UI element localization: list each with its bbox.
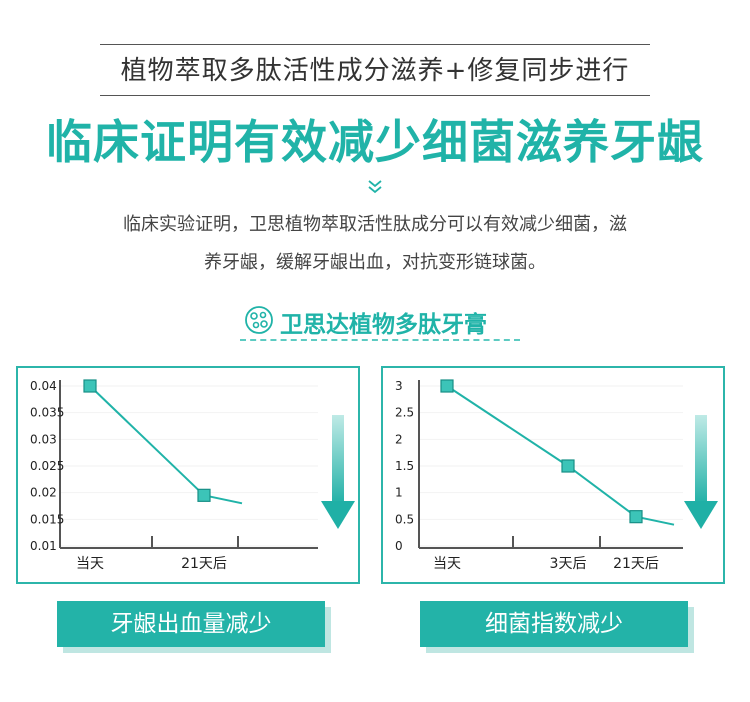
x-tick-label: 21天后 xyxy=(181,556,227,572)
y-tick-label: 2 xyxy=(395,432,403,446)
y-tick-label: 0.01 xyxy=(30,539,57,553)
molecule-icon xyxy=(245,306,273,334)
y-tick-label: 3 xyxy=(395,379,403,393)
down-arrow-icon xyxy=(684,415,718,529)
chart-bacteria: 3 2.5 2 1.5 1 0.5 0 当天 3天后 21天后 xyxy=(381,366,725,584)
data-point xyxy=(83,379,97,393)
x-tick-label: 21天后 xyxy=(613,556,659,572)
y-tick-label: 0.02 xyxy=(30,486,57,500)
series-line xyxy=(446,385,637,518)
data-point xyxy=(561,459,575,473)
description: 临床实验证明，卫思植物萃取活性肽成分可以有效减少细菌，滋 养牙龈，缓解牙龈出血，… xyxy=(50,206,700,282)
chevron-down-icon xyxy=(368,180,382,194)
y-tick-label: 0.015 xyxy=(30,512,64,526)
description-line-2: 养牙龈，缓解牙龈出血，对抗变形链球菌。 xyxy=(204,252,546,273)
y-tick-label: 2.5 xyxy=(395,406,414,420)
subtitle: 植物萃取多肽活性成分滋养+修复同步进行 xyxy=(120,56,630,86)
y-tick-label: 0.025 xyxy=(30,459,64,473)
x-tick-label: 3天后 xyxy=(550,556,587,572)
data-point xyxy=(440,379,454,393)
caption-bleeding: 牙龈出血量减少 xyxy=(57,601,325,647)
x-tick-label: 当天 xyxy=(433,556,461,572)
y-tick-label: 0.5 xyxy=(395,512,414,526)
x-tick-label: 当天 xyxy=(76,556,104,572)
headline: 临床证明有效减少细菌滋养牙龈 xyxy=(46,115,704,169)
data-point xyxy=(629,510,643,524)
chart-bleeding: 0.04 0.035 0.03 0.025 0.02 0.015 0.01 当天 21天后 xyxy=(16,366,360,584)
series-line xyxy=(89,385,205,497)
down-arrow-icon xyxy=(321,415,355,529)
y-tick-label: 1 xyxy=(395,486,403,500)
chart-bacteria-plot: 3 2.5 2 1.5 1 0.5 0 当天 3天后 21天后 xyxy=(395,379,683,572)
bottom-rule xyxy=(100,95,650,96)
chart-bleeding-plot: 0.04 0.035 0.03 0.025 0.02 0.015 0.01 当天 21天后 xyxy=(30,379,318,572)
y-tick-label: 0.035 xyxy=(30,406,64,420)
y-tick-label: 0 xyxy=(395,539,403,553)
y-tick-label: 0.04 xyxy=(30,379,57,393)
description-line-1: 临床实验证明，卫思植物萃取活性肽成分可以有效减少细菌，滋 xyxy=(123,214,627,235)
caption-bacteria: 细菌指数减少 xyxy=(420,601,688,647)
top-rule xyxy=(100,44,650,45)
y-tick-label: 1.5 xyxy=(395,459,414,473)
data-point xyxy=(197,488,211,502)
brand-name: 卫思达植物多肽牙膏 xyxy=(280,312,487,338)
brand-heading: 卫思达植物多肽牙膏 xyxy=(240,303,520,341)
y-tick-label: 0.03 xyxy=(30,432,57,446)
